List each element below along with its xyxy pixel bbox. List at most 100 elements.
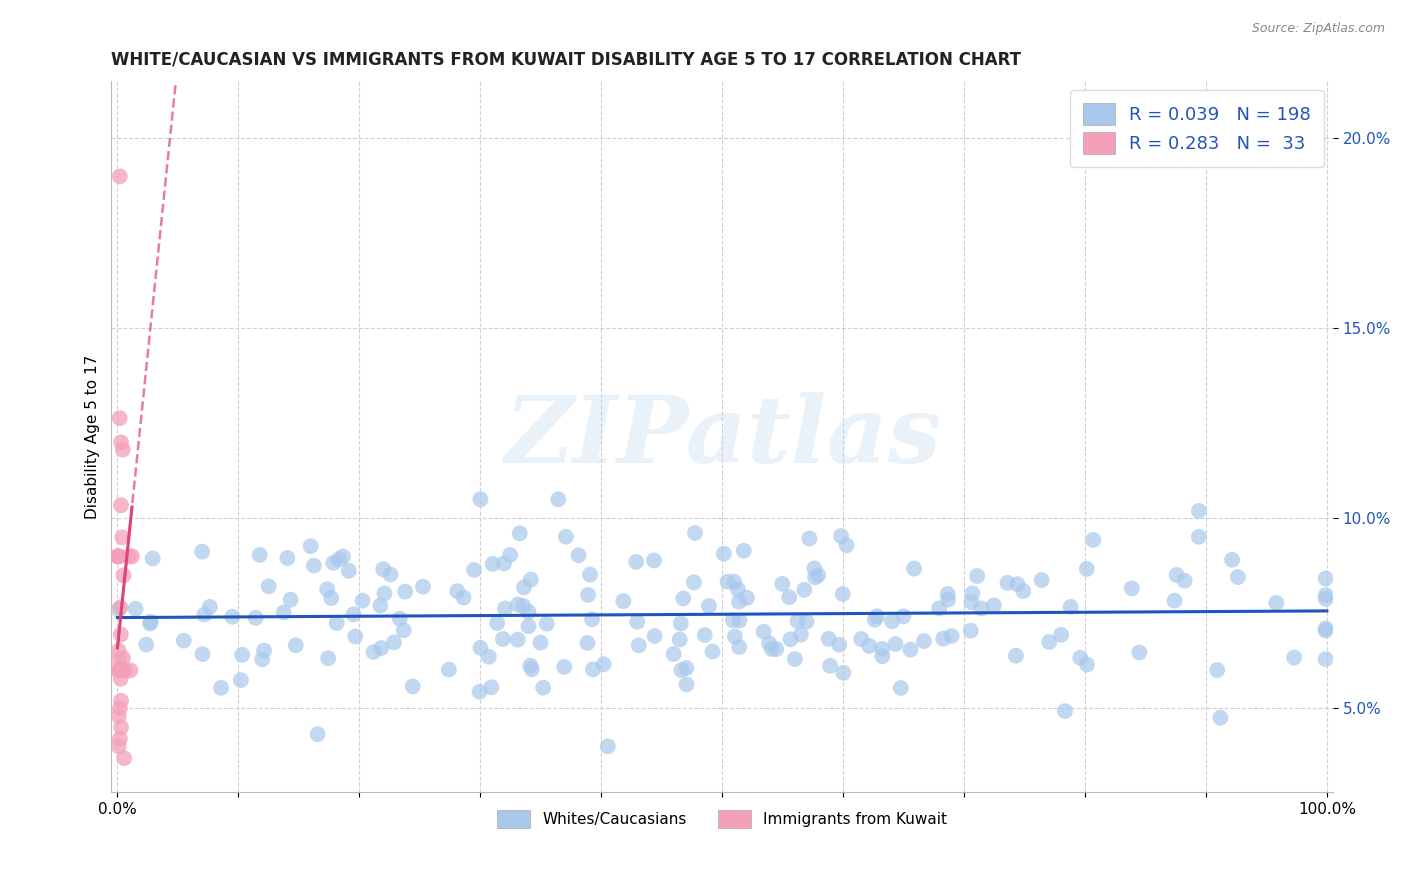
Point (506, 632, 529, 647)
Point (107, 602, 129, 616)
Point (959, 624, 981, 638)
Point (697, 599, 720, 613)
Point (481, 680, 503, 694)
Point (108, 169, 131, 184)
Point (693, 628, 716, 642)
Point (110, 664, 132, 678)
Point (124, 601, 146, 615)
Point (662, 647, 685, 661)
Point (519, 658, 541, 673)
Point (936, 587, 959, 601)
Point (108, 411, 131, 425)
Point (1265, 596, 1288, 610)
Point (1005, 648, 1028, 663)
Point (517, 605, 540, 619)
Point (928, 601, 950, 615)
Point (582, 662, 605, 676)
Point (1315, 652, 1337, 666)
Point (721, 614, 744, 628)
Point (778, 591, 800, 605)
Point (758, 636, 780, 650)
Point (173, 633, 195, 648)
Point (307, 727, 329, 741)
Point (257, 579, 280, 593)
Point (1069, 650, 1091, 665)
Point (380, 567, 402, 582)
Point (193, 607, 215, 622)
Point (107, 549, 129, 564)
Point (284, 638, 307, 652)
Point (1012, 584, 1035, 599)
Point (675, 677, 697, 691)
Point (1060, 599, 1083, 614)
Point (446, 584, 468, 599)
Point (1315, 572, 1337, 586)
Point (520, 573, 543, 587)
Legend: Whites/Caucasians, Immigrants from Kuwait: Whites/Caucasians, Immigrants from Kuwai… (491, 805, 953, 834)
Point (770, 577, 793, 591)
Point (110, 662, 132, 676)
Point (280, 592, 302, 607)
Point (1220, 553, 1243, 567)
Point (486, 615, 509, 630)
Point (804, 570, 827, 584)
Point (529, 635, 551, 649)
Point (1076, 657, 1098, 672)
Point (807, 568, 830, 582)
Point (114, 664, 136, 678)
Point (370, 641, 392, 656)
Point (796, 615, 818, 629)
Point (1121, 582, 1143, 596)
Point (851, 632, 873, 646)
Point (576, 636, 599, 650)
Point (803, 561, 825, 575)
Point (463, 563, 485, 577)
Point (121, 549, 143, 564)
Point (373, 562, 395, 576)
Point (644, 629, 666, 643)
Point (382, 635, 405, 649)
Point (783, 652, 806, 666)
Point (342, 607, 364, 622)
Point (108, 701, 131, 715)
Point (394, 584, 416, 599)
Point (893, 609, 915, 624)
Point (209, 681, 232, 695)
Point (108, 652, 131, 666)
Point (830, 529, 852, 543)
Point (554, 530, 576, 544)
Point (997, 575, 1019, 590)
Point (191, 544, 214, 558)
Point (1083, 533, 1105, 547)
Point (513, 580, 536, 594)
Point (733, 543, 755, 558)
Point (107, 664, 129, 678)
Point (273, 606, 295, 620)
Point (110, 672, 132, 686)
Point (191, 647, 214, 661)
Point (596, 739, 619, 754)
Point (412, 580, 434, 594)
Point (870, 641, 893, 656)
Point (139, 615, 162, 629)
Point (576, 588, 599, 602)
Point (752, 624, 775, 639)
Point (779, 632, 801, 647)
Point (1007, 577, 1029, 591)
Point (108, 731, 131, 746)
Point (832, 665, 855, 680)
Point (799, 532, 821, 546)
Point (142, 551, 165, 566)
Point (107, 643, 129, 657)
Point (627, 639, 650, 653)
Point (793, 582, 815, 597)
Point (110, 664, 132, 678)
Point (363, 645, 385, 659)
Point (675, 661, 697, 675)
Point (818, 658, 841, 673)
Point (828, 638, 851, 652)
Point (111, 651, 134, 665)
Point (107, 739, 129, 754)
Point (761, 642, 783, 657)
Point (506, 598, 529, 612)
